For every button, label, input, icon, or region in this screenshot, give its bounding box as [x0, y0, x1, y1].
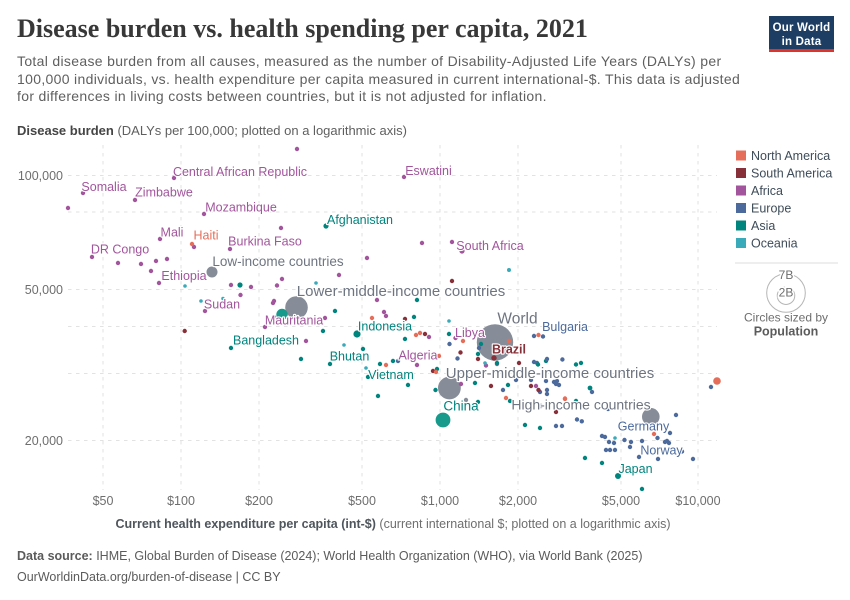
svg-text:20,000: 20,000	[25, 434, 63, 448]
svg-text:Ethiopia: Ethiopia	[161, 269, 206, 283]
svg-text:Eswatini: Eswatini	[405, 164, 452, 178]
svg-text:Current health expenditure per: Current health expenditure per capita (i…	[115, 517, 670, 531]
svg-text:Zimbabwe: Zimbabwe	[135, 186, 193, 200]
svg-text:Europe: Europe	[751, 202, 791, 216]
svg-text:Brazil: Brazil	[492, 343, 526, 357]
svg-text:50,000: 50,000	[25, 283, 63, 297]
svg-text:Germany: Germany	[618, 420, 670, 434]
svg-text:Japan: Japan	[618, 462, 652, 476]
svg-text:South Africa: South Africa	[456, 239, 523, 253]
svg-text:Africa: Africa	[751, 184, 783, 198]
svg-text:Oceania: Oceania	[751, 237, 798, 251]
svg-text:Somalia: Somalia	[81, 180, 126, 194]
svg-text:$10,000: $10,000	[675, 494, 720, 508]
svg-text:Norway: Norway	[640, 444, 683, 458]
svg-text:South America: South America	[751, 167, 832, 181]
svg-text:Mauritania: Mauritania	[265, 314, 323, 328]
svg-text:Algeria: Algeria	[399, 349, 438, 363]
svg-text:$200: $200	[245, 494, 273, 508]
svg-text:China: China	[443, 399, 479, 414]
svg-text:Haiti: Haiti	[193, 229, 218, 243]
svg-text:Low-income countries: Low-income countries	[212, 254, 344, 269]
svg-text:World: World	[497, 311, 537, 328]
svg-text:High-income countries: High-income countries	[511, 397, 650, 413]
svg-text:Bhutan: Bhutan	[330, 350, 370, 364]
svg-text:Indonesia: Indonesia	[358, 320, 412, 334]
svg-text:Vietnam: Vietnam	[368, 368, 414, 382]
svg-text:Upper-middle-income countries: Upper-middle-income countries	[446, 365, 654, 382]
svg-text:$50: $50	[93, 494, 114, 508]
svg-text:Mozambique: Mozambique	[205, 201, 277, 215]
svg-text:Libya: Libya	[455, 326, 485, 340]
svg-text:$500: $500	[348, 494, 376, 508]
svg-text:7B: 7B	[779, 268, 794, 282]
svg-text:$100: $100	[167, 494, 195, 508]
svg-text:$5,000: $5,000	[602, 494, 640, 508]
svg-text:Circles sized by: Circles sized by	[744, 311, 828, 325]
svg-text:Lower-middle-income countries: Lower-middle-income countries	[297, 283, 505, 300]
svg-text:Mali: Mali	[161, 226, 184, 240]
svg-text:Bangladesh: Bangladesh	[233, 334, 299, 348]
svg-text:Asia: Asia	[751, 219, 775, 233]
svg-text:100,000: 100,000	[18, 169, 63, 183]
svg-text:Bulgaria: Bulgaria	[542, 320, 588, 334]
svg-text:$2,000: $2,000	[499, 494, 537, 508]
svg-text:2B: 2B	[779, 286, 794, 300]
svg-text:$1,000: $1,000	[421, 494, 459, 508]
svg-text:Burkina Faso: Burkina Faso	[228, 235, 302, 249]
svg-text:Population: Population	[754, 325, 819, 339]
svg-text:Central African Republic: Central African Republic	[173, 165, 307, 179]
svg-text:North America: North America	[751, 149, 830, 163]
svg-text:Sudan: Sudan	[204, 298, 240, 312]
svg-text:Afghanistan: Afghanistan	[327, 213, 393, 227]
svg-text:DR Congo: DR Congo	[91, 243, 149, 257]
